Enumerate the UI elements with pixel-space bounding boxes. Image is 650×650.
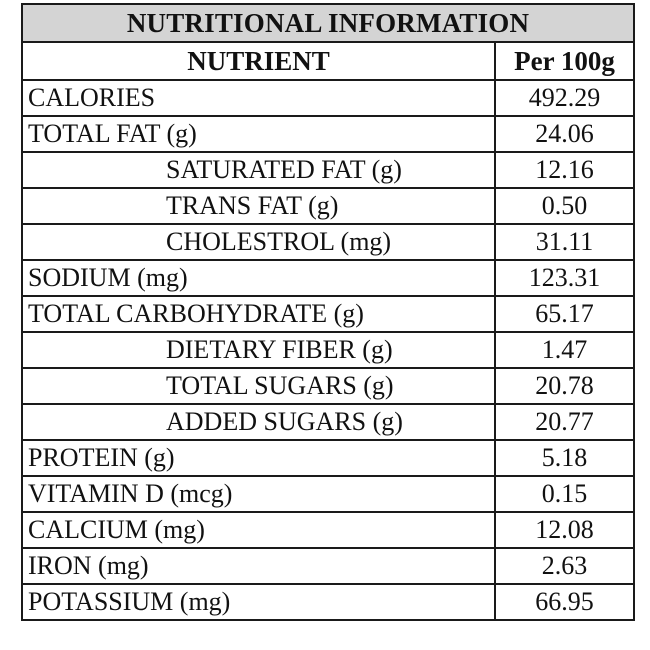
nutrient-name: CALCIUM (mg) [21, 511, 496, 549]
nutrient-value: 1.47 [493, 331, 636, 369]
nutrient-value: 20.78 [493, 367, 636, 405]
nutrient-value: 12.16 [493, 151, 636, 189]
table-row: TRANS FAT (g) 0.50 [21, 187, 636, 225]
table-row: SATURATED FAT (g) 12.16 [21, 151, 636, 189]
nutrient-name: TOTAL CARBOHYDRATE (g) [21, 295, 496, 333]
nutrient-value: 31.11 [493, 223, 636, 261]
nutrient-value: 20.77 [493, 403, 636, 441]
header-row: NUTRIENT Per 100g [21, 41, 636, 81]
nutrient-name: TOTAL SUGARS (g) [21, 367, 496, 405]
table-row: CHOLESTROL (mg) 31.11 [21, 223, 636, 261]
table-row: IRON (mg) 2.63 [21, 547, 636, 585]
nutrient-name: ADDED SUGARS (g) [21, 403, 496, 441]
table-row: VITAMIN D (mcg) 0.15 [21, 475, 636, 513]
nutrient-value: 65.17 [493, 295, 636, 333]
nutrient-value: 492.29 [493, 79, 636, 117]
nutrient-name: TRANS FAT (g) [21, 187, 496, 225]
table-row: POTASSIUM (mg) 66.95 [21, 583, 636, 621]
table-title: NUTRITIONAL INFORMATION [20, 3, 636, 43]
nutrient-value: 0.50 [493, 187, 636, 225]
nutrient-name: PROTEIN (g) [21, 439, 496, 477]
nutrient-name: CALORIES [21, 79, 496, 117]
nutrient-column-header: NUTRIENT [21, 41, 496, 81]
table-row: TOTAL FAT (g) 24.06 [21, 115, 636, 153]
nutrient-name: DIETARY FIBER (g) [21, 331, 496, 369]
title-row: NUTRITIONAL INFORMATION [20, 3, 636, 43]
nutrition-table-container: NUTRITIONAL INFORMATION NUTRIENT Per 100… [20, 3, 636, 621]
nutrient-name: VITAMIN D (mcg) [21, 475, 496, 513]
nutrient-value: 2.63 [493, 547, 636, 585]
table-row: DIETARY FIBER (g) 1.47 [21, 331, 636, 369]
table-row: TOTAL CARBOHYDRATE (g) 65.17 [21, 295, 636, 333]
nutrient-name: TOTAL FAT (g) [21, 115, 496, 153]
table-row: CALORIES 492.29 [21, 79, 636, 117]
nutrient-name: SODIUM (mg) [21, 259, 496, 297]
table-row: SODIUM (mg) 123.31 [21, 259, 636, 297]
nutrient-rows: CALORIES 492.29 TOTAL FAT (g) 24.06 SATURATE… [21, 79, 636, 621]
nutrient-value: 5.18 [493, 439, 636, 477]
nutrition-table: NUTRITIONAL INFORMATION NUTRIENT Per 100… [20, 3, 636, 621]
nutrient-value: 66.95 [493, 583, 636, 621]
nutrient-name: POTASSIUM (mg) [21, 583, 496, 621]
nutrient-name: SATURATED FAT (g) [21, 151, 496, 189]
nutrient-value: 123.31 [493, 259, 636, 297]
table-row: PROTEIN (g) 5.18 [21, 439, 636, 477]
table-row: CALCIUM (mg) 12.08 [21, 511, 636, 549]
table-row: ADDED SUGARS (g) 20.77 [21, 403, 636, 441]
nutrient-value: 24.06 [493, 115, 636, 153]
nutrient-value: 12.08 [493, 511, 636, 549]
nutrient-name: IRON (mg) [21, 547, 496, 585]
per-100g-column-header: Per 100g [493, 41, 636, 81]
table-row: TOTAL SUGARS (g) 20.78 [21, 367, 636, 405]
nutrient-name: CHOLESTROL (mg) [21, 223, 496, 261]
nutrient-value: 0.15 [493, 475, 636, 513]
